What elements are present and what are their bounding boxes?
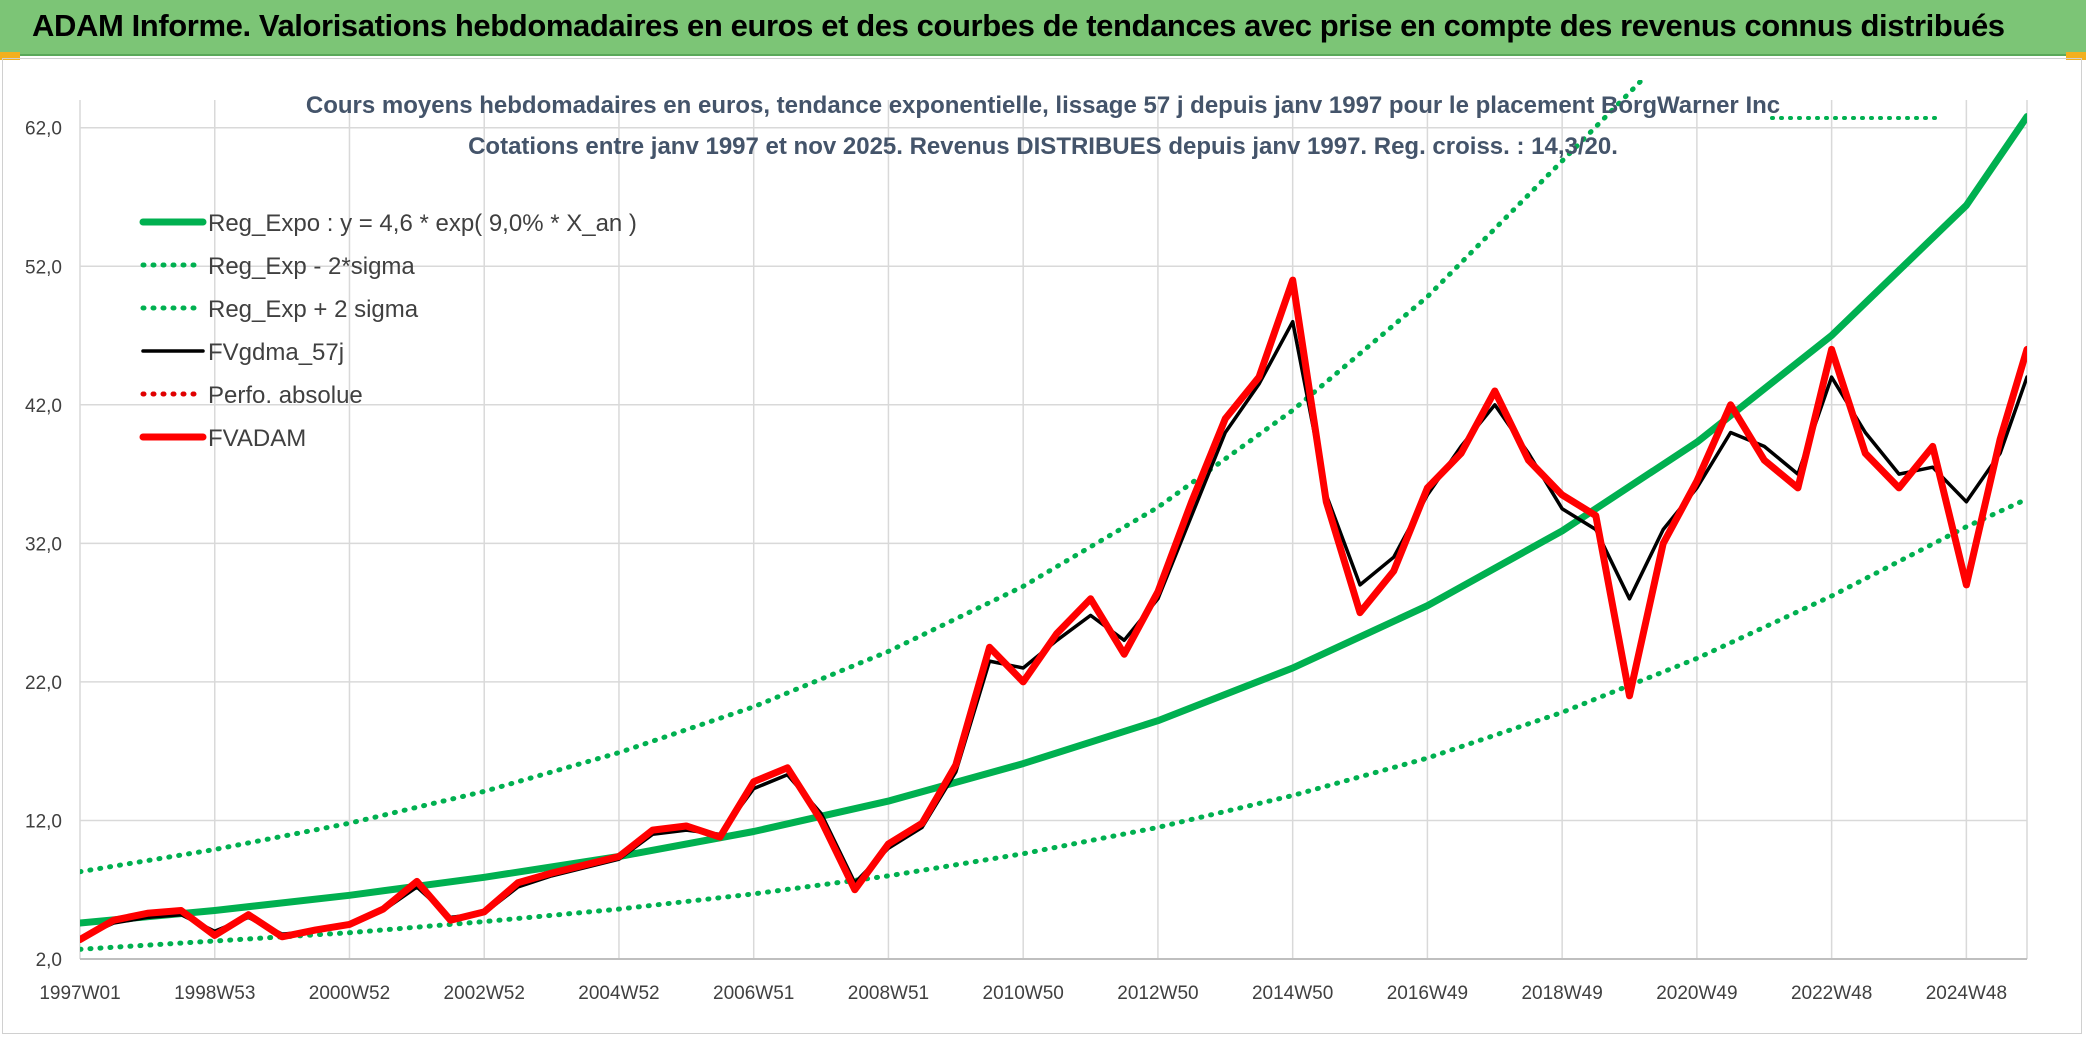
y-tick-label: 62,0 bbox=[25, 119, 62, 140]
series-line-reg-exp-2-sigma bbox=[80, 496, 2027, 952]
chart-title-line-2: Cotations entre janv 1997 et nov 2025. R… bbox=[468, 133, 1618, 160]
y-tick-label: 32,0 bbox=[25, 534, 62, 555]
chart-title-line-1: Cours moyens hebdomadaires en euros, ten… bbox=[306, 92, 1780, 119]
corner-marker-right bbox=[2066, 52, 2086, 60]
legend-label: Reg_Exp + 2 sigma bbox=[208, 296, 419, 323]
series-lines bbox=[80, 80, 2027, 952]
x-tick-label: 2008W51 bbox=[848, 983, 929, 1004]
y-axis-tick-labels: 2,0 12,0 22,0 32,0 42,0 52,0 62,0 bbox=[25, 119, 62, 971]
report-title: ADAM Informe. Valorisations hebdomadaire… bbox=[32, 8, 2005, 43]
chart-grid bbox=[79, 100, 2028, 960]
x-tick-label: 2020W49 bbox=[1656, 983, 1737, 1004]
y-tick-label: 2,0 bbox=[36, 950, 62, 971]
x-tick-label: 1998W53 bbox=[174, 983, 255, 1004]
report-banner: ADAM Informe. Valorisations hebdomadaire… bbox=[0, 0, 2086, 56]
x-tick-label: 2016W49 bbox=[1387, 983, 1468, 1004]
x-tick-label: 1997W01 bbox=[39, 983, 120, 1004]
series-line-fvadam bbox=[80, 276, 2027, 944]
x-tick-label: 2006W51 bbox=[713, 983, 794, 1004]
x-axis-tick-labels: 1997W01 1998W53 2000W52 2002W52 2004W52 2006W… bbox=[39, 983, 2007, 1004]
x-tick-label: 2022W48 bbox=[1791, 983, 1872, 1004]
x-tick-label: 2000W52 bbox=[309, 983, 390, 1004]
x-tick-label: 2004W52 bbox=[578, 983, 659, 1004]
chart-frame bbox=[2, 58, 2082, 1034]
x-tick-label: 2024W48 bbox=[1926, 983, 2007, 1004]
y-tick-label: 52,0 bbox=[25, 257, 62, 278]
chart-legend: Reg_Expo : y = 4,6 * exp( 9,0% * X_an ) R… bbox=[139, 210, 637, 452]
y-tick-label: 42,0 bbox=[25, 396, 62, 417]
x-tick-label: 2002W52 bbox=[444, 983, 525, 1004]
series-line-reg-exp-2-sigma bbox=[80, 80, 1646, 875]
legend-label: Perfo. absolue bbox=[208, 382, 363, 409]
series-line-reg-expo-y-4-6-exp-9-0-x-an bbox=[80, 113, 2027, 927]
corner-marker-left bbox=[0, 52, 20, 60]
y-tick-label: 12,0 bbox=[25, 811, 62, 832]
x-tick-label: 2010W50 bbox=[983, 983, 1064, 1004]
y-tick-label: 22,0 bbox=[25, 673, 62, 694]
x-tick-label: 2018W49 bbox=[1521, 983, 1602, 1004]
x-tick-label: 2014W50 bbox=[1252, 983, 1333, 1004]
x-tick-label: 2012W50 bbox=[1117, 983, 1198, 1004]
legend-label: FVADAM bbox=[208, 425, 306, 452]
legend-label: Reg_Exp - 2*sigma bbox=[208, 253, 415, 280]
legend-label: FVgdma_57j bbox=[208, 339, 344, 366]
legend-label: Reg_Expo : y = 4,6 * exp( 9,0% * X_an ) bbox=[208, 210, 637, 237]
